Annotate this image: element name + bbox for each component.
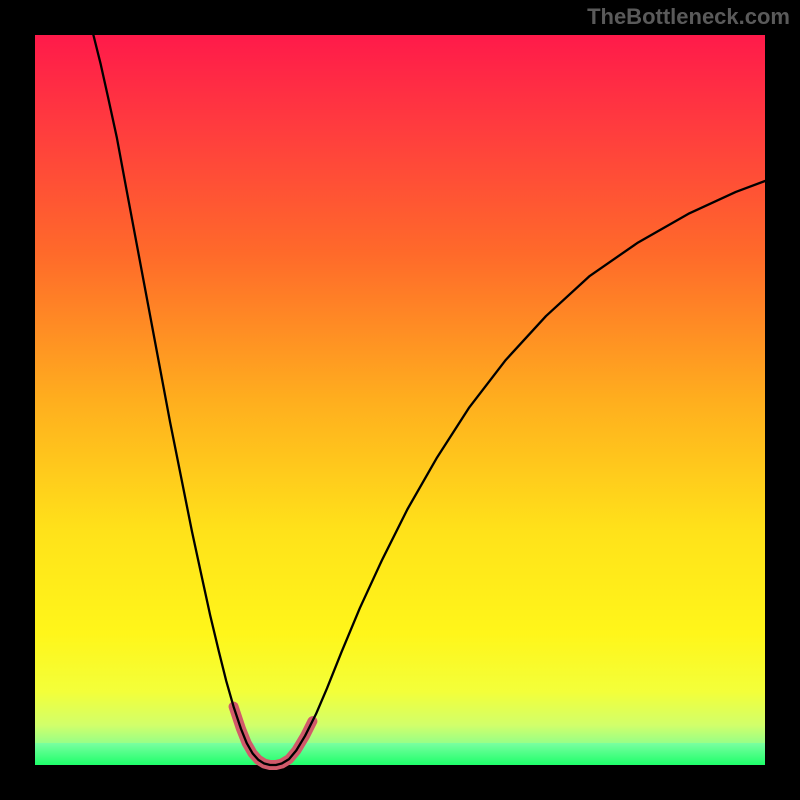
plot-area [35,35,765,765]
watermark-text: TheBottleneck.com [587,4,790,30]
chart-container: TheBottleneck.com [0,0,800,800]
main-curve-path [93,35,765,765]
pink-highlight-path [234,707,313,765]
curve-layer [35,35,765,765]
